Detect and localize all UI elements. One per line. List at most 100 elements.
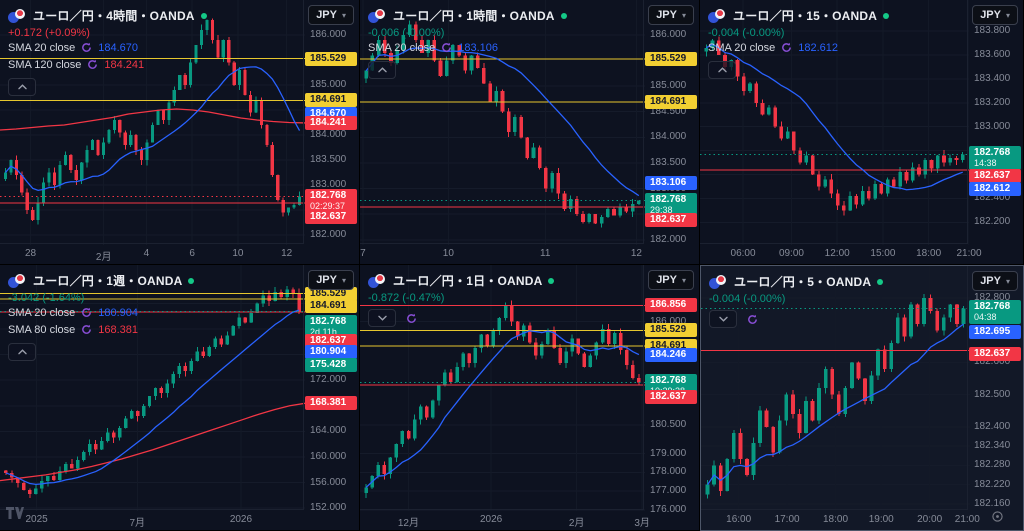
chart-header: ユーロ／円・1時間・OANDA -0.006 (-0.00%) SMA 20 c… bbox=[360, 0, 575, 86]
chart-plot[interactable] bbox=[360, 0, 645, 245]
chart-plot[interactable] bbox=[700, 0, 969, 245]
time-axis[interactable]: 7 10 11 12 bbox=[360, 243, 644, 264]
price-badge[interactable]: 182.612 bbox=[969, 182, 1021, 197]
price-tick: 183.500 bbox=[310, 154, 347, 165]
currency-dropdown[interactable]: JPY ▾ bbox=[648, 5, 694, 25]
indicator-row[interactable]: SMA 20 close 183.106 bbox=[368, 39, 567, 56]
chart-plot[interactable] bbox=[360, 265, 645, 511]
price-badge[interactable]: 182.637 bbox=[305, 334, 357, 349]
currency-dropdown[interactable]: JPY ▾ bbox=[308, 270, 354, 290]
badge-value: 184.246 bbox=[650, 348, 687, 360]
price-tick: 183.400 bbox=[974, 72, 1011, 84]
time-tick: 6 bbox=[189, 248, 195, 259]
price-tick: 182.340 bbox=[974, 440, 1011, 452]
price-change: -0.006 (-0.00%) bbox=[368, 27, 445, 39]
chart-title[interactable]: ユーロ／円・1日・OANDA bbox=[393, 274, 543, 288]
price-badge[interactable]: 182.637 bbox=[969, 346, 1021, 361]
price-axis[interactable]: 186.000185.000184.500184.000183.500183.0… bbox=[303, 0, 359, 244]
badge-countdown: 02:29:37 bbox=[310, 200, 346, 211]
time-axis[interactable]: 2025 7月 2026 bbox=[0, 509, 304, 530]
price-badge[interactable]: 182.768 29:38 bbox=[645, 192, 697, 217]
chevron-down-icon: ▾ bbox=[681, 10, 686, 20]
price-change: -0.872 (-0.47%) bbox=[368, 292, 445, 304]
price-tick: 178.000 bbox=[650, 466, 687, 478]
price-badge[interactable]: 186.856 bbox=[645, 298, 697, 313]
price-tick: 183.500 bbox=[650, 156, 687, 168]
indicator-row[interactable]: SMA 20 close 182.612 bbox=[708, 39, 889, 56]
price-badge[interactable]: 182.637 bbox=[645, 213, 697, 228]
currency-label: JPY bbox=[980, 9, 1001, 21]
tradingview-logo[interactable] bbox=[6, 506, 24, 524]
legend-collapse-button[interactable] bbox=[708, 61, 736, 79]
badge-value: 182.637 bbox=[974, 170, 1011, 182]
price-axis[interactable]: 182.800 182.600 182.500 182.400 182.340 182.2… bbox=[967, 266, 1023, 510]
currency-dropdown[interactable]: JPY ▾ bbox=[648, 270, 694, 290]
legend-button-row bbox=[8, 78, 207, 96]
price-badge[interactable]: 184.241 bbox=[305, 115, 357, 130]
time-axis[interactable]: 28 2月 4 6 10 12 bbox=[0, 243, 304, 264]
price-tick: 182.400 bbox=[974, 192, 1011, 204]
price-badge[interactable]: 182.695 bbox=[969, 324, 1021, 339]
price-badge[interactable]: 182.768 04:38 bbox=[969, 300, 1021, 325]
price-badge[interactable]: 185.529 bbox=[305, 286, 357, 301]
price-badge[interactable]: 182.637 bbox=[645, 389, 697, 404]
recenter-icon[interactable] bbox=[991, 510, 1004, 528]
legend-collapse-button[interactable] bbox=[8, 78, 36, 96]
currency-dropdown[interactable]: JPY ▾ bbox=[972, 5, 1018, 25]
price-badge[interactable]: 182.768 02:29:37 bbox=[305, 188, 357, 213]
indicator-row[interactable]: SMA 120 close 184.241 bbox=[8, 56, 207, 73]
chart-plot[interactable] bbox=[0, 0, 305, 245]
chart-title[interactable]: ユーロ／円・4時間・OANDA bbox=[33, 9, 195, 23]
indicator-legend: SMA 20 close 183.106 bbox=[368, 39, 567, 56]
price-badge[interactable]: 185.529 bbox=[645, 51, 697, 66]
price-badge[interactable]: 185.529 bbox=[645, 323, 697, 338]
price-badge[interactable]: 182.768 14:38 bbox=[969, 146, 1021, 171]
price-badge[interactable]: 182.637 bbox=[969, 169, 1021, 184]
price-badge[interactable]: 180.904 bbox=[305, 345, 357, 360]
price-badge[interactable]: 168.381 bbox=[305, 396, 357, 411]
currency-dropdown[interactable]: JPY ▾ bbox=[972, 271, 1018, 291]
price-badge[interactable]: 185.529 bbox=[305, 51, 357, 66]
indicator-row[interactable]: SMA 20 close 180.904 bbox=[8, 304, 194, 321]
chart-panel: 186.000185.000184.500184.000183.500183.0… bbox=[0, 0, 360, 265]
price-axis[interactable]: 186.000 180.500 179.000 178.000 177.000 176.0… bbox=[643, 265, 699, 515]
chart-plot[interactable] bbox=[701, 266, 970, 512]
price-badge[interactable]: 184.691 bbox=[305, 298, 357, 313]
time-tick: 06:00 bbox=[730, 248, 756, 259]
time-tick: 3月 bbox=[634, 518, 650, 529]
legend-collapse-button[interactable] bbox=[368, 61, 396, 79]
legend-collapse-button[interactable] bbox=[368, 309, 396, 327]
price-axis[interactable]: 186.000185.000184.500184.000183.500183.0… bbox=[643, 0, 699, 245]
legend-collapse-button[interactable] bbox=[8, 343, 36, 361]
legend-collapse-button[interactable] bbox=[709, 310, 737, 328]
price-badge[interactable]: 183.106 bbox=[645, 176, 697, 191]
time-axis[interactable]: 06:00 09:00 12:00 15:00 18:00 21:00 bbox=[700, 243, 982, 264]
chart-title[interactable]: ユーロ／円・15・OANDA bbox=[733, 9, 878, 23]
price-badge[interactable]: 184.246 bbox=[645, 347, 697, 362]
legend-button-row bbox=[709, 310, 883, 328]
price-badge[interactable]: 184.691 bbox=[305, 93, 357, 108]
time-tick: 21:00 bbox=[954, 514, 980, 525]
chart-title[interactable]: ユーロ／円・5・OANDA bbox=[734, 275, 872, 289]
legend-button-row bbox=[368, 309, 554, 327]
price-badge[interactable]: 175.428 bbox=[305, 358, 357, 373]
time-axis[interactable]: 16:00 17:00 18:00 19:00 20:00 21:00 bbox=[701, 509, 980, 530]
chart-plot[interactable] bbox=[0, 265, 305, 511]
currency-dropdown[interactable]: JPY ▾ bbox=[308, 5, 354, 25]
chart-title[interactable]: ユーロ／円・1時間・OANDA bbox=[393, 9, 555, 23]
time-axis[interactable]: 12月 2026 2月 3月 bbox=[360, 509, 650, 530]
indicator-row[interactable]: SMA 80 close 168.381 bbox=[8, 321, 194, 338]
price-axis[interactable]: 183.800183.600183.400183.200183.000182.8… bbox=[967, 0, 1023, 244]
time-tick: 11 bbox=[540, 248, 551, 259]
price-axis[interactable]: 184.000180.000176.000172.000168.000164.0… bbox=[303, 265, 359, 514]
indicator-value: 184.241 bbox=[104, 58, 145, 71]
indicator-label: SMA 20 close bbox=[8, 41, 76, 54]
price-tick: 182.280 bbox=[974, 459, 1011, 471]
market-open-dot bbox=[883, 12, 890, 19]
indicator-row[interactable]: SMA 20 close 184.670 bbox=[8, 39, 207, 56]
price-badge[interactable]: 182.637 bbox=[305, 210, 357, 225]
price-badge[interactable]: 184.691 bbox=[645, 94, 697, 109]
chart-title[interactable]: ユーロ／円・1週・OANDA bbox=[33, 274, 183, 288]
price-change: +0.172 (+0.09%) bbox=[8, 27, 90, 39]
price-tick: 152.000 bbox=[310, 502, 347, 514]
